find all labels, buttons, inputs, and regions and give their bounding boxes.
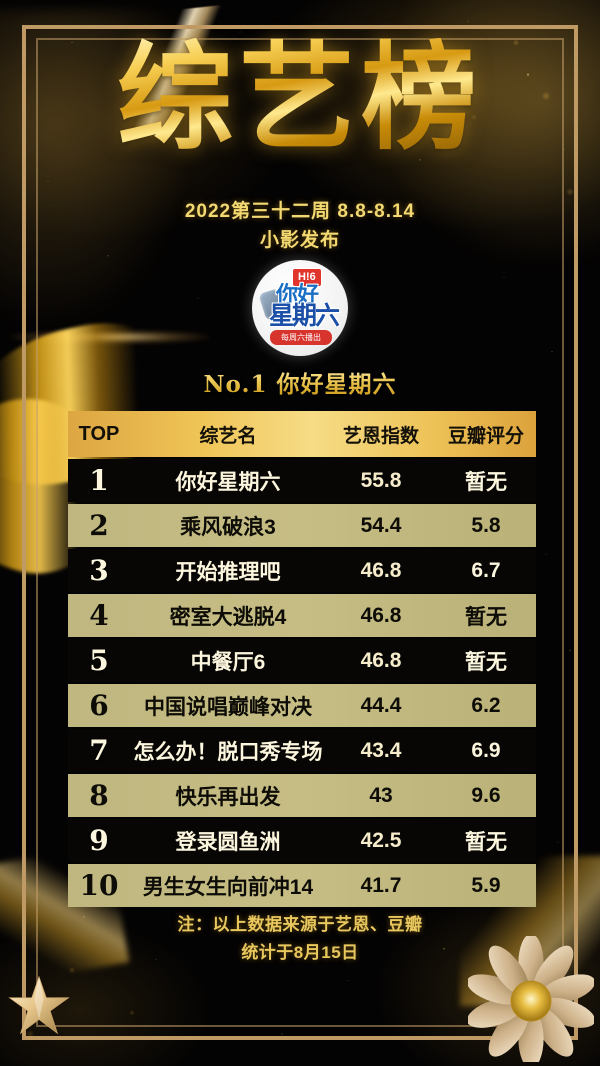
logo-line-2: 星期六 xyxy=(269,302,340,330)
cell-index: 46.8 xyxy=(360,558,402,582)
cell-name: 怎么办！脱口秀专场 xyxy=(133,740,323,764)
cell-name: 乘风破浪3 xyxy=(180,515,276,539)
header-name: 综艺名 xyxy=(199,425,257,447)
poster-title-wrap: 综艺榜 xyxy=(0,30,600,166)
cell-index: 46.8 xyxy=(360,603,402,627)
logo-line-1: 你好 xyxy=(276,282,319,307)
cell-rank: 1 xyxy=(89,464,109,497)
cell-index: 55.8 xyxy=(360,468,402,492)
top-pick-label: No.1 你好星期六 xyxy=(0,365,600,399)
cell-rank: 5 xyxy=(89,644,109,677)
table-row: 7 怎么办！脱口秀专场 43.4 6.9 xyxy=(68,729,536,772)
cell-score: 5.9 xyxy=(471,873,501,897)
cell-rank: 8 xyxy=(89,779,109,812)
cell-index: 44.4 xyxy=(360,693,402,717)
cell-rank: 3 xyxy=(89,554,109,587)
cell-name: 男生女生向前冲14 xyxy=(142,875,314,899)
cell-score: 6.7 xyxy=(471,558,501,582)
cell-name: 你好星期六 xyxy=(175,470,281,494)
table-row: 4 密室大逃脱4 46.8 暂无 xyxy=(68,594,536,637)
ranking-table: TOP 综艺名 艺恩指数 豆瓣评分 1 你好星期六 55.8 暂无 2 乘风破浪… xyxy=(68,411,536,909)
table-row: 2 乘风破浪3 54.4 5.8 xyxy=(68,504,536,547)
flower-ornament-icon xyxy=(468,936,594,1062)
page-title: 综艺榜 xyxy=(117,30,483,166)
table-row: 10 男生女生向前冲14 41.7 5.9 xyxy=(68,864,536,907)
cell-index: 46.8 xyxy=(360,648,402,672)
cell-score: 9.6 xyxy=(471,783,501,807)
cell-rank: 4 xyxy=(89,599,109,632)
header-rank: TOP xyxy=(78,422,120,445)
cell-rank: 2 xyxy=(89,509,109,542)
cell-index: 42.5 xyxy=(360,828,402,852)
cell-name: 中餐厅6 xyxy=(190,650,266,674)
cell-name: 登录圆鱼洲 xyxy=(175,830,281,854)
star-ornament-icon xyxy=(8,975,70,1035)
table-row: 8 快乐再出发 43 9.6 xyxy=(68,774,536,817)
cell-score: 暂无 xyxy=(465,830,507,854)
cell-score: 暂无 xyxy=(465,605,507,629)
show-logo: H!6 你好 星期六 每周六播出 xyxy=(252,260,348,356)
footnote-source: 注：以上数据来源于艺恩、豆瓣 xyxy=(177,915,423,934)
table-row: 6 中国说唱巅峰对决 44.4 6.2 xyxy=(68,684,536,727)
cell-name: 密室大逃脱4 xyxy=(169,605,287,629)
cell-score: 6.2 xyxy=(471,693,501,717)
cell-index: 54.4 xyxy=(360,513,402,537)
table-row: 1 你好星期六 55.8 暂无 xyxy=(68,459,536,502)
cell-name: 快乐再出发 xyxy=(175,785,281,809)
table-header-row: TOP 综艺名 艺恩指数 豆瓣评分 xyxy=(68,411,536,457)
poster-publisher: 小影发布 xyxy=(259,230,340,251)
show-logo-art: H!6 你好 星期六 每周六播出 xyxy=(252,260,348,356)
cell-rank: 9 xyxy=(89,824,109,857)
cell-rank: 10 xyxy=(79,869,119,902)
cell-score: 暂无 xyxy=(465,650,507,674)
table-row: 3 开始推理吧 46.8 6.7 xyxy=(68,549,536,592)
cell-rank: 6 xyxy=(89,689,109,722)
cell-score: 暂无 xyxy=(465,470,507,494)
logo-ribbon: 每周六播出 xyxy=(270,330,332,345)
header-score: 豆瓣评分 xyxy=(447,425,524,447)
cell-index: 43 xyxy=(369,783,393,807)
cell-name: 中国说唱巅峰对决 xyxy=(144,695,312,719)
poster-subtitle: 2022第三十二周 8.8-8.14 xyxy=(184,201,416,222)
cell-index: 41.7 xyxy=(360,873,402,897)
header-index: 艺恩指数 xyxy=(342,425,419,447)
footnote-statdate: 统计于8月15日 xyxy=(241,943,359,962)
cell-rank: 7 xyxy=(89,734,109,767)
lens-flare xyxy=(10,330,210,344)
cell-name: 开始推理吧 xyxy=(175,560,281,584)
cell-score: 6.9 xyxy=(471,738,501,762)
cell-index: 43.4 xyxy=(360,738,402,762)
logo-badge: H!6 xyxy=(292,268,322,287)
table-row: 9 登录圆鱼洲 42.5 暂无 xyxy=(68,819,536,862)
table-row: 5 中餐厅6 46.8 暂无 xyxy=(68,639,536,682)
cell-score: 5.8 xyxy=(471,513,501,537)
